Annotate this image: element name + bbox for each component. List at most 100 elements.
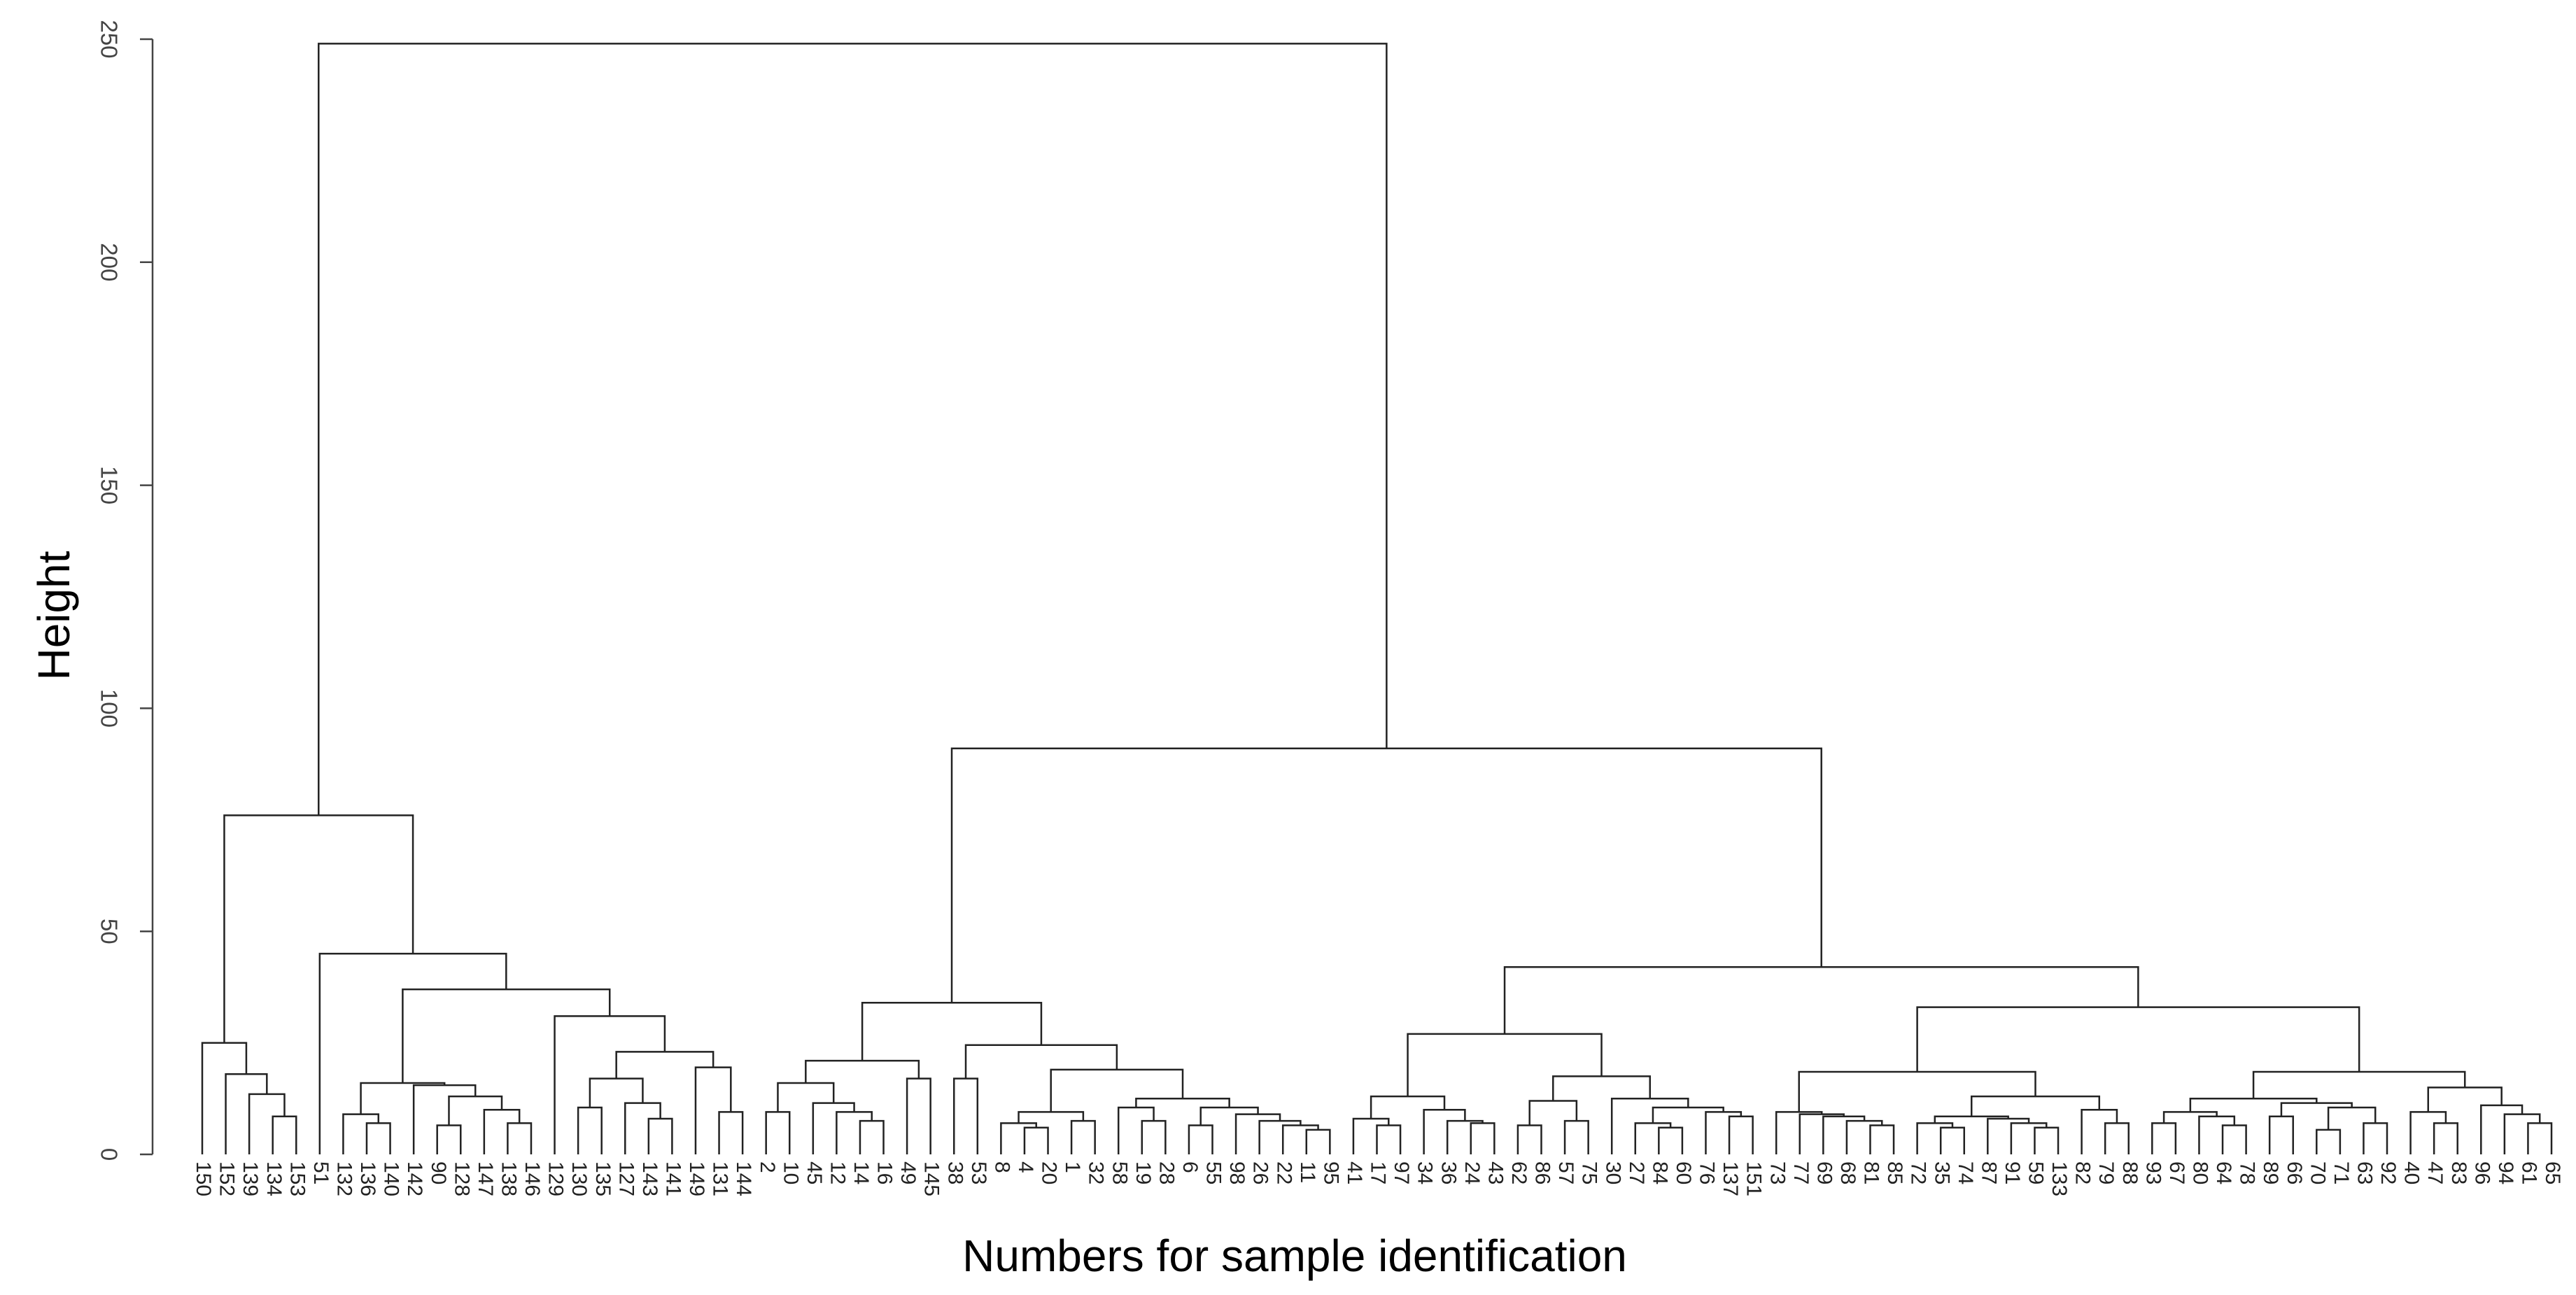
merge-link <box>861 1001 1043 1061</box>
leaf-label: 80 <box>2189 1161 2212 1184</box>
leaf-label: 8 <box>990 1161 1013 1173</box>
leaf-label: 40 <box>2400 1161 2423 1184</box>
merge-link <box>1376 1124 1402 1154</box>
leaf-label: 98 <box>1225 1161 1248 1184</box>
leaf-label: 61 <box>2518 1161 2541 1184</box>
merge-link <box>248 1093 286 1154</box>
merge-link <box>1516 1124 1542 1154</box>
leaf-label: 82 <box>2071 1161 2095 1184</box>
leaf-label: 69 <box>1813 1161 1836 1184</box>
merge-link <box>2409 1111 2447 1154</box>
leaf-label: 65 <box>2541 1161 2564 1184</box>
merge-link <box>812 1102 855 1154</box>
merge-link <box>1822 1115 1866 1154</box>
merge-link <box>1446 1119 1484 1154</box>
leaf-label: 36 <box>1437 1161 1460 1184</box>
leaf-label: 141 <box>661 1161 684 1196</box>
merge-link <box>1987 1117 2030 1154</box>
leaf-label: 151 <box>1743 1161 1766 1196</box>
leaf-label: 144 <box>732 1161 755 1196</box>
merge-link <box>589 1077 644 1108</box>
merge-link <box>1705 1111 1743 1154</box>
merge-link <box>1634 1122 1672 1154</box>
leaf-label: 34 <box>1414 1161 1437 1184</box>
merge-link <box>318 43 1388 816</box>
merge-link <box>1018 1111 1085 1124</box>
merge-link <box>1141 1119 1167 1154</box>
merge-link <box>507 1122 533 1154</box>
merge-link <box>1528 1100 1578 1126</box>
leaf-label: 30 <box>1601 1161 1624 1184</box>
merge-link <box>1470 1122 1495 1154</box>
merge-link <box>1939 1126 1965 1154</box>
leaf-label: 60 <box>1672 1161 1695 1184</box>
merge-link <box>577 1106 603 1154</box>
merge-link <box>1970 1095 2101 1117</box>
y-tick-label: 200 <box>96 243 122 281</box>
leaf-label: 1 <box>1061 1161 1084 1173</box>
leaf-label: 152 <box>216 1161 239 1196</box>
merge-link <box>2327 1106 2377 1130</box>
leaf-label: 94 <box>2494 1161 2517 1184</box>
merge-link <box>647 1117 673 1154</box>
leaf-label: 71 <box>2330 1161 2353 1184</box>
merge-link <box>859 1119 885 1154</box>
leaf-label: 62 <box>1507 1161 1530 1184</box>
y-tick-label: 100 <box>96 689 122 728</box>
merge-link <box>950 747 1822 1003</box>
leaf-label: 12 <box>826 1161 849 1184</box>
leaf-label: 19 <box>1132 1161 1155 1184</box>
merge-link <box>1234 1113 1281 1154</box>
leaf-label: 127 <box>614 1161 638 1196</box>
leaf-label: 43 <box>1484 1161 1507 1184</box>
y-axis-title: Height <box>29 551 79 680</box>
leaf-label: 89 <box>2259 1161 2282 1184</box>
merge-link <box>360 1082 446 1114</box>
leaf-label: 38 <box>943 1161 966 1184</box>
merge-link <box>342 1113 380 1154</box>
merge-link <box>1728 1115 1754 1154</box>
merge-link <box>2221 1124 2247 1154</box>
merge-link <box>805 1059 920 1083</box>
leaf-label: 10 <box>779 1161 802 1184</box>
leaf-label: 24 <box>1461 1161 1484 1184</box>
merge-link <box>2316 1128 2342 1154</box>
merge-link <box>1503 965 2139 1034</box>
y-tick-label: 50 <box>96 919 122 944</box>
leaf-label: 128 <box>450 1161 473 1196</box>
merge-link <box>1117 1106 1155 1154</box>
leaf-label: 57 <box>1554 1161 1577 1184</box>
leaf-label: 147 <box>474 1161 497 1196</box>
merge-link <box>2104 1122 2130 1154</box>
leaf-label: 88 <box>2118 1161 2141 1184</box>
merge-link <box>694 1066 732 1154</box>
merge-link <box>836 1111 873 1154</box>
leaf-label: 4 <box>1014 1161 1037 1173</box>
merge-link <box>1305 1128 1331 1154</box>
leaf-label: 35 <box>1930 1161 1953 1184</box>
merge-link <box>1934 1115 2009 1124</box>
merge-link <box>1070 1119 1096 1154</box>
leaf-label: 63 <box>2353 1161 2377 1184</box>
merge-link <box>2034 1126 2060 1154</box>
leaf-label: 129 <box>544 1161 568 1196</box>
leaf-label: 150 <box>192 1161 215 1196</box>
leaf-label: 6 <box>1178 1161 1202 1173</box>
leaf-label: 146 <box>521 1161 544 1196</box>
merge-link <box>615 1051 715 1079</box>
leaf-label: 76 <box>1696 1161 1719 1184</box>
leaf-label: 145 <box>920 1161 943 1196</box>
merge-link <box>2363 1122 2388 1154</box>
merge-link <box>1050 1068 1184 1112</box>
merge-link <box>1658 1126 1684 1154</box>
leaf-label: 74 <box>1954 1161 1977 1184</box>
merge-link <box>1552 1075 1651 1101</box>
merge-link <box>365 1122 391 1154</box>
leaf-label: 135 <box>591 1161 614 1196</box>
leaf-label: 130 <box>568 1161 591 1196</box>
merge-link <box>225 1073 268 1154</box>
leaf-label: 73 <box>1766 1161 1789 1184</box>
leaf-label: 96 <box>2470 1161 2493 1184</box>
